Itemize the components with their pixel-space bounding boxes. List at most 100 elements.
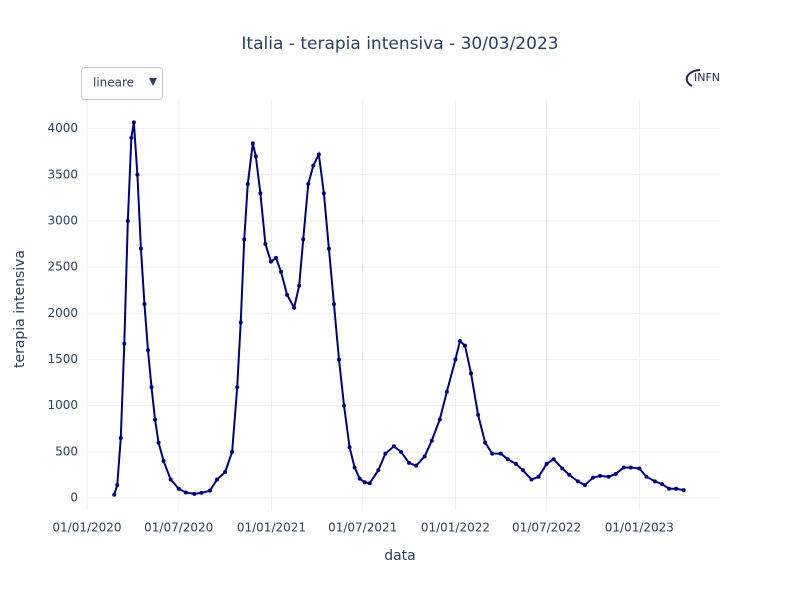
marker bbox=[367, 481, 372, 486]
marker bbox=[168, 477, 173, 482]
marker bbox=[207, 488, 212, 493]
marker bbox=[253, 154, 258, 159]
marker bbox=[383, 451, 388, 456]
marker bbox=[118, 435, 123, 440]
chart-title: Italia - terapia intensiva - 30/03/2023 bbox=[241, 34, 558, 54]
logo-text: INFN bbox=[694, 71, 720, 84]
x-tick-label: 01/07/2021 bbox=[328, 521, 397, 535]
marker bbox=[142, 302, 147, 307]
marker bbox=[544, 461, 549, 466]
marker bbox=[149, 385, 154, 390]
x-tick-label: 01/07/2020 bbox=[144, 521, 213, 535]
marker bbox=[660, 482, 665, 487]
marker bbox=[268, 259, 273, 264]
marker bbox=[469, 371, 474, 376]
marker bbox=[422, 454, 427, 459]
marker bbox=[301, 237, 306, 242]
marker bbox=[242, 237, 247, 242]
marker bbox=[567, 472, 572, 477]
marker bbox=[306, 182, 311, 187]
marker bbox=[352, 465, 357, 470]
marker bbox=[153, 417, 158, 422]
marker bbox=[129, 135, 134, 140]
marker bbox=[483, 440, 488, 445]
marker bbox=[551, 457, 556, 462]
marker bbox=[223, 470, 228, 475]
marker bbox=[606, 474, 611, 479]
y-tick-label: 1000 bbox=[47, 398, 78, 412]
marker bbox=[652, 479, 657, 484]
marker bbox=[176, 486, 181, 491]
marker bbox=[131, 120, 136, 125]
marker bbox=[258, 191, 263, 196]
x-tick-label: 01/01/2023 bbox=[605, 521, 674, 535]
marker bbox=[342, 403, 347, 408]
y-tick-label: 1500 bbox=[47, 352, 78, 366]
marker bbox=[582, 483, 587, 488]
marker bbox=[644, 474, 649, 479]
marker bbox=[414, 463, 419, 468]
marker bbox=[230, 449, 235, 454]
marker bbox=[453, 357, 458, 362]
marker bbox=[598, 473, 603, 478]
marker bbox=[250, 141, 255, 146]
marker bbox=[613, 471, 618, 476]
marker bbox=[321, 191, 326, 196]
marker bbox=[145, 348, 150, 353]
marker bbox=[297, 283, 302, 288]
marker bbox=[513, 461, 518, 466]
marker bbox=[292, 305, 297, 310]
marker bbox=[437, 417, 442, 422]
marker bbox=[621, 465, 626, 470]
y-tick-label: 0 bbox=[70, 490, 78, 504]
marker bbox=[316, 152, 321, 157]
marker bbox=[122, 341, 127, 346]
dropdown-arrow[interactable] bbox=[149, 78, 157, 86]
marker bbox=[476, 412, 481, 417]
marker bbox=[331, 302, 336, 307]
marker bbox=[199, 490, 204, 495]
marker bbox=[135, 172, 140, 177]
marker bbox=[336, 357, 341, 362]
marker bbox=[457, 339, 462, 344]
marker bbox=[183, 490, 188, 495]
y-tick-label: 500 bbox=[55, 444, 78, 458]
marker bbox=[674, 486, 679, 491]
marker bbox=[575, 479, 580, 484]
marker bbox=[498, 451, 503, 456]
marker bbox=[357, 476, 362, 481]
marker bbox=[376, 468, 381, 473]
marker bbox=[311, 163, 316, 168]
marker bbox=[505, 457, 510, 462]
marker bbox=[681, 488, 686, 493]
y-tick-label: 3000 bbox=[47, 213, 78, 227]
marker bbox=[161, 459, 166, 464]
x-tick-label: 01/01/2022 bbox=[421, 521, 490, 535]
marker bbox=[192, 491, 197, 496]
x-tick-label: 01/07/2022 bbox=[512, 521, 581, 535]
marker bbox=[536, 474, 541, 479]
marker bbox=[138, 246, 143, 251]
logo: INFN bbox=[685, 69, 720, 87]
marker bbox=[407, 460, 412, 465]
x-tick-label: 01/01/2021 bbox=[237, 521, 306, 535]
marker bbox=[125, 218, 130, 223]
marker bbox=[326, 246, 331, 251]
marker bbox=[560, 466, 565, 471]
marker bbox=[238, 320, 243, 325]
dropdown-label[interactable]: lineare bbox=[93, 76, 134, 90]
y-axis-title: terapia intensiva bbox=[12, 250, 28, 368]
logo-arc bbox=[685, 69, 701, 87]
marker bbox=[391, 444, 396, 449]
dropdown[interactable]: lineare bbox=[81, 67, 163, 100]
x-tick-label: 01/01/2020 bbox=[52, 521, 121, 535]
y-tick-label: 4000 bbox=[47, 121, 78, 135]
dropdown-box[interactable] bbox=[81, 67, 163, 100]
marker bbox=[115, 483, 120, 488]
marker bbox=[429, 438, 434, 443]
marker bbox=[279, 269, 284, 274]
marker bbox=[590, 475, 595, 480]
marker bbox=[347, 445, 352, 450]
marker bbox=[156, 440, 161, 445]
marker bbox=[667, 486, 672, 491]
